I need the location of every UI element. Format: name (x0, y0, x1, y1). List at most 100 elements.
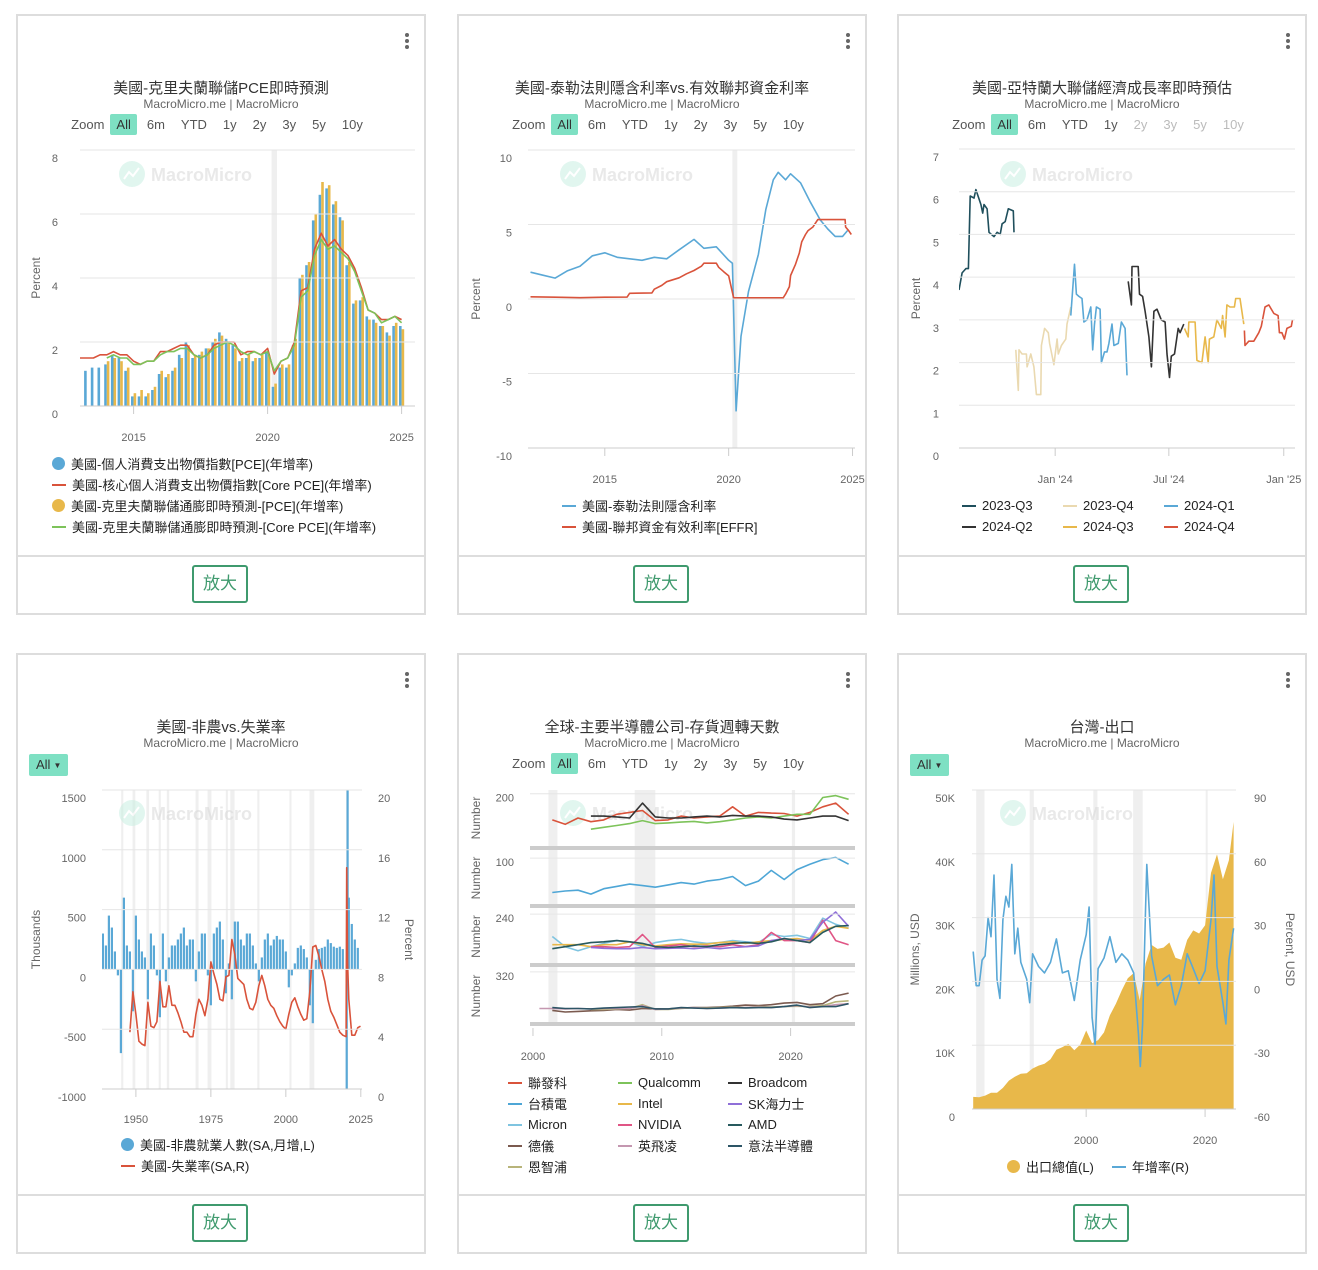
legend-item[interactable]: 2023-Q4 (1063, 495, 1164, 516)
legend-item[interactable]: 恩智浦 (508, 1156, 618, 1177)
legend-item[interactable]: 美國-個人消費支出物價指數[PCE](年增率) (52, 453, 376, 474)
zoom-button-1y[interactable]: 1y (663, 756, 678, 771)
legend-item[interactable]: 美國-聯邦資金有效利率[EFFR] (562, 516, 758, 537)
zoom-button-all[interactable]: All (551, 114, 578, 135)
bar (155, 969, 158, 976)
zoom-button-10y[interactable]: 10y (341, 117, 363, 132)
zoom-button-10y[interactable]: 10y (782, 756, 804, 771)
legend-item[interactable]: NVIDIA (618, 1114, 728, 1135)
zoom-button-all[interactable]: All (991, 114, 1018, 135)
bar (299, 945, 302, 970)
zoom-button-1y[interactable]: 1y (663, 117, 678, 132)
bar (338, 946, 341, 970)
zoom-button-3y[interactable]: 3y (723, 117, 738, 132)
zoom-button-2y[interactable]: 2y (693, 756, 708, 771)
more-options-icon[interactable] (843, 670, 853, 690)
more-options-icon[interactable] (1283, 31, 1293, 51)
chart-plot[interactable]: MacroMicro 0 1 2 3 4 5 6 7 Jan '24 Jul '24 Jan '25 P… (899, 16, 1305, 556)
legend-item[interactable]: Qualcomm (618, 1072, 728, 1093)
zoom-button-6m[interactable]: 6m (587, 117, 606, 132)
legend-item[interactable]: SK海力士 (728, 1093, 838, 1114)
zoom-button-2y[interactable]: 2y (693, 117, 708, 132)
zoom-button-3y[interactable]: 3y (282, 117, 297, 132)
zoom-button-2y[interactable]: 2y (252, 117, 267, 132)
bar (332, 946, 335, 970)
legend-item[interactable]: 美國-核心個人消費支出物價指數[Core PCE](年增率) (52, 474, 376, 495)
watermark-logo: MacroMicro (119, 800, 252, 826)
legend-item[interactable]: AMD (728, 1114, 838, 1135)
expand-button[interactable]: 放大 (633, 565, 689, 603)
zoom-button-6m[interactable]: 6m (587, 756, 606, 771)
legend-item[interactable]: 美國-克里夫蘭聯儲通膨即時預測-[Core PCE](年增率) (52, 516, 376, 537)
legend-item[interactable]: Micron (508, 1114, 618, 1135)
expand-button[interactable]: 放大 (192, 565, 248, 603)
expand-button[interactable]: 放大 (192, 1204, 248, 1242)
plot-area (530, 171, 852, 412)
bar (140, 951, 143, 970)
zoom-button-ytd[interactable]: YTD (1061, 117, 1088, 132)
bar (236, 921, 239, 970)
bar (106, 361, 110, 406)
zoom-button-6m[interactable]: 6m (146, 117, 165, 132)
zoom-button-all[interactable]: All (110, 114, 137, 135)
bar (104, 945, 107, 970)
more-options-icon[interactable] (402, 31, 412, 51)
bar (356, 947, 359, 970)
zoom-button-5y[interactable]: 5y (753, 117, 767, 132)
legend-item[interactable]: Intel (618, 1093, 728, 1114)
menu-dot (1286, 33, 1290, 37)
zoom-button-1y[interactable]: 1y (1103, 117, 1118, 132)
zoom-button-3y[interactable]: 3y (723, 756, 738, 771)
legend-item[interactable]: 德儀 (508, 1135, 618, 1156)
chart-legend: 美國-非農就業人數(SA,月增,L) 美國-失業率(SA,R) (121, 1134, 315, 1176)
chart-plot[interactable]: MacroMicro 50K 40K 30K 20K 10K 0 90 60 30 0 -30 -60 2… (899, 655, 1305, 1195)
range-dropdown-button[interactable]: All ▼ (910, 754, 950, 776)
chart-plot[interactable]: MacroMicro 0 2 4 6 8 2015 2020 2025 Percent (18, 16, 424, 556)
zoom-button-6m[interactable]: 6m (1027, 117, 1046, 132)
legend-item[interactable]: 2024-Q3 (1063, 516, 1164, 537)
chart-card-3: 美國-亞特蘭大聯儲經濟成長率即時預估 MacroMicro.me | MacroM… (897, 14, 1307, 615)
y2-tick-label: 20 (378, 793, 390, 805)
more-options-icon[interactable] (1283, 670, 1293, 690)
expand-button[interactable]: 放大 (1073, 1204, 1129, 1242)
legend-dot-icon (121, 1138, 134, 1151)
legend-item[interactable]: 美國-泰勒法則隱含利率 (562, 495, 758, 516)
zoom-button-5y[interactable]: 5y (312, 117, 326, 132)
legend-item[interactable]: 台積電 (508, 1093, 618, 1114)
legend-item[interactable]: Broadcom (728, 1072, 838, 1093)
zoom-button-all[interactable]: All (551, 753, 578, 774)
footer-divider (18, 555, 424, 557)
more-options-icon[interactable] (402, 670, 412, 690)
zoom-button-ytd[interactable]: YTD (180, 117, 207, 132)
range-dropdown-button[interactable]: All ▼ (29, 754, 69, 776)
legend-item[interactable]: 美國-非農就業人數(SA,月增,L) (121, 1134, 315, 1155)
zoom-button-ytd[interactable]: YTD (621, 756, 648, 771)
legend-item[interactable]: 美國-克里夫蘭聯儲通膨即時預測-[PCE](年增率) (52, 495, 376, 516)
legend-item[interactable]: 2023-Q3 (962, 495, 1063, 516)
x-tick-label: 2020 (255, 432, 279, 444)
legend-item[interactable]: 出口總值(L) (1007, 1156, 1094, 1177)
zoom-button-ytd[interactable]: YTD (621, 117, 648, 132)
legend-item[interactable]: 美國-失業率(SA,R) (121, 1155, 315, 1176)
legend-item[interactable]: 2024-Q1 (1164, 495, 1265, 516)
zoom-button-5y[interactable]: 5y (753, 756, 767, 771)
zoom-button-10y[interactable]: 10y (782, 117, 804, 132)
chart-plot[interactable]: MacroMicro 10 5 0 -5 -10 2015 2020 2025 Percent (459, 16, 865, 556)
legend-item[interactable]: 2024-Q4 (1164, 516, 1265, 537)
expand-button[interactable]: 放大 (1073, 565, 1129, 603)
legend-item[interactable]: 聯發科 (508, 1072, 618, 1093)
more-options-icon[interactable] (843, 31, 853, 51)
legend-item[interactable]: 2024-Q2 (962, 516, 1063, 537)
recession-band (1029, 790, 1034, 1109)
bar (147, 393, 150, 406)
zoom-button-1y[interactable]: 1y (222, 117, 237, 132)
legend-item[interactable]: 年增率(R) (1111, 1156, 1189, 1177)
bar (113, 951, 116, 970)
chart-plot[interactable]: MacroMicro 1500 1000 500 0 -500 -1000 20 16 12 8 4 0… (18, 655, 424, 1195)
legend-item[interactable]: 意法半導體 (728, 1135, 838, 1156)
expand-button[interactable]: 放大 (633, 1204, 689, 1242)
bar (281, 939, 284, 970)
legend-item[interactable]: 英飛凌 (618, 1135, 728, 1156)
chart-plot[interactable]: MacroMicro 200 Number 100 Number 240 Number 320… (459, 655, 865, 1195)
range-dropdown-label: All (917, 757, 932, 772)
